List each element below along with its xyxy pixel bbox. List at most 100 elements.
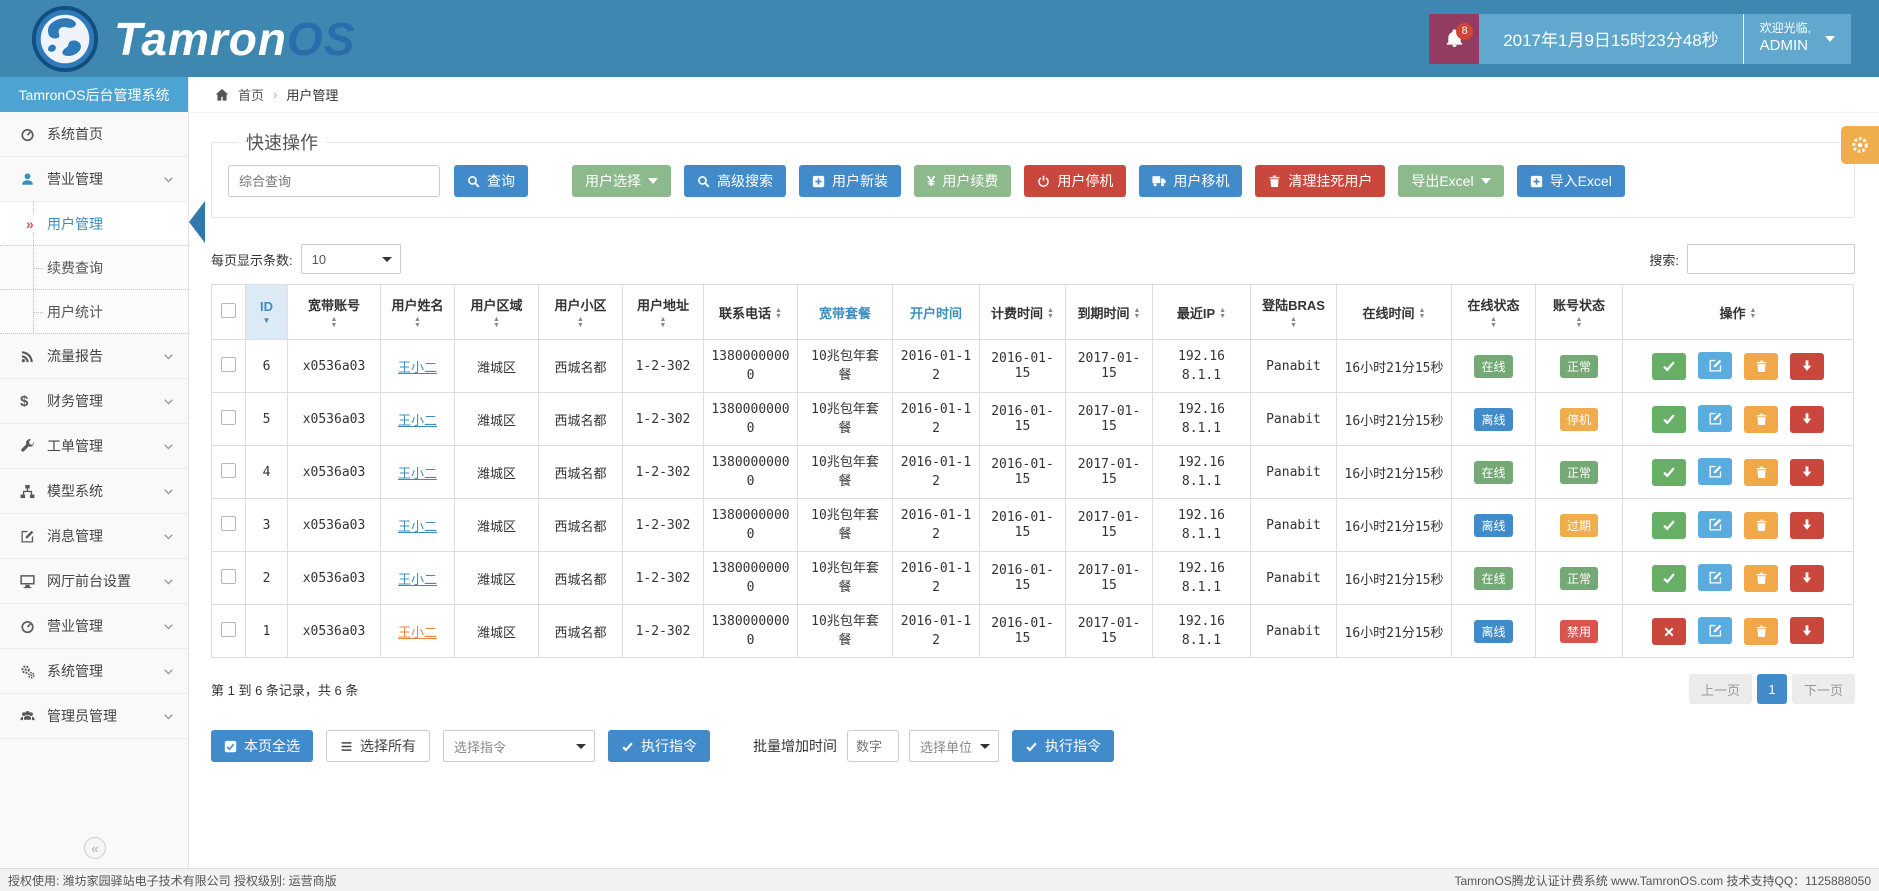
check-action-button[interactable] (1652, 458, 1686, 486)
toolbar-button-7[interactable]: 清理挂死用户 (1255, 165, 1386, 197)
toolbar-button-2[interactable]: 高级搜索 (684, 165, 786, 197)
settings-gear-button[interactable] (1841, 126, 1879, 164)
sidebar-item-6[interactable]: 消息管理 (0, 514, 188, 559)
toolbar-button-4[interactable]: ¥ 用户续费 (914, 165, 1012, 197)
next-page-button[interactable]: 下一页 (1791, 674, 1855, 704)
column-header-5[interactable]: 用户小区 ▲ ▼ (538, 284, 623, 340)
user-name-link[interactable]: 王小二 (397, 360, 437, 376)
combined-search-input[interactable] (228, 165, 440, 197)
page-1-button[interactable]: 1 (1756, 674, 1787, 704)
edit-action-button[interactable] (1698, 352, 1732, 379)
sidebar-item-5[interactable]: 模型系统 (0, 469, 188, 514)
user-name-link[interactable]: 王小二 (397, 625, 437, 641)
column-header-1[interactable]: ID ▼ (245, 284, 288, 340)
column-header-4[interactable]: 用户区域 ▲ ▼ (454, 284, 539, 340)
column-header-13[interactable]: 登陆BRAS ▲ ▼ (1250, 284, 1337, 340)
column-header-11[interactable]: 到期时间 ▲ ▼ (1065, 284, 1153, 340)
table-search-input[interactable] (1687, 244, 1855, 274)
sidebar-subitem-1-2[interactable]: 用户统计 (0, 290, 188, 334)
toolbar-button-9[interactable]: 导入Excel (1516, 165, 1625, 197)
prev-page-button[interactable]: 上一页 (1688, 674, 1752, 704)
column-header-10[interactable]: 计费时间 ▲ ▼ (979, 284, 1066, 340)
toolbar-button-8[interactable]: 导出Excel (1398, 165, 1504, 197)
user-name-link[interactable]: 王小二 (397, 413, 437, 429)
column-header-16[interactable]: 账号状态 ▲ ▼ (1535, 284, 1623, 340)
row-checkbox[interactable] (221, 621, 236, 637)
row-checkbox[interactable] (221, 515, 236, 531)
trash-action-button[interactable] (1744, 353, 1778, 380)
user-menu[interactable]: 欢迎光临, ADMIN (1742, 13, 1851, 64)
page-size-select[interactable]: 10 (300, 244, 401, 274)
sidebar-subitem-1-0[interactable]: » 用户管理 (0, 202, 188, 246)
column-header-9[interactable]: 开户时间 (892, 284, 980, 340)
sidebar-item-4[interactable]: 工单管理 (0, 424, 188, 469)
header-checkbox[interactable] (221, 303, 236, 318)
trash-action-button[interactable] (1744, 565, 1778, 592)
trash-action-button[interactable] (1744, 617, 1778, 645)
sidebar-item-3[interactable]: $ 财务管理 (0, 379, 188, 424)
notifications-button[interactable]: 8 (1429, 13, 1480, 64)
batch-number-input[interactable] (847, 730, 899, 762)
table-row: 4 x0536a03 王小二 潍城区 西城名都 1-2-302 13800000000 10兆… (211, 445, 1854, 499)
row-checkbox[interactable] (221, 568, 236, 584)
row-checkbox[interactable] (221, 462, 236, 478)
sidebar-item-2[interactable]: 流量报告 (0, 334, 188, 379)
sidebar-item-1[interactable]: 营业管理 (0, 157, 188, 202)
edit-action-button[interactable] (1698, 564, 1732, 591)
download-action-button[interactable] (1790, 564, 1824, 592)
download-action-button[interactable] (1790, 511, 1824, 539)
execute-command-button[interactable]: 执行指令 (608, 730, 710, 762)
column-header-2[interactable]: 宽带账号 ▲ ▼ (287, 284, 381, 340)
check-action-button[interactable] (1652, 352, 1686, 380)
column-header-7[interactable]: 联系电话 ▲ ▼ (703, 284, 798, 340)
column-header-15[interactable]: 在线状态 ▲ ▼ (1451, 284, 1536, 340)
unit-select[interactable]: 选择单位 (909, 730, 999, 762)
column-header-8[interactable]: 宽带套餐 (797, 284, 893, 340)
toolbar-button-0[interactable]: 查询 (454, 165, 528, 197)
check-action-button[interactable] (1652, 511, 1686, 539)
edit-action-button[interactable] (1698, 405, 1732, 432)
sidebar-item-10[interactable]: 管理员管理 (0, 694, 188, 739)
select-all-button[interactable]: 选择所有 (326, 730, 430, 762)
column-header-17[interactable]: 操作 ▲ ▼ (1622, 284, 1854, 340)
trash-action-button[interactable] (1744, 459, 1778, 486)
sidebar-item-0[interactable]: 系统首页 (0, 112, 188, 157)
download-action-button[interactable] (1790, 352, 1824, 380)
user-name-link[interactable]: 王小二 (397, 466, 437, 482)
x-action-button[interactable] (1652, 618, 1686, 646)
column-header-12[interactable]: 最近IP ▲ ▼ (1152, 284, 1251, 340)
sidebar-subitem-1-1[interactable]: 续费查询 (0, 246, 188, 290)
column-header-6[interactable]: 用户地址 ▲ ▼ (622, 284, 704, 340)
command-select[interactable]: 选择指令 (443, 730, 595, 762)
row-checkbox[interactable] (221, 356, 236, 372)
toolbar-button-6[interactable]: 用户移机 (1139, 165, 1243, 197)
download-action-button[interactable] (1790, 458, 1824, 486)
column-header-3[interactable]: 用户姓名 ▲ ▼ (380, 284, 455, 340)
edit-action-button[interactable] (1698, 511, 1732, 538)
download-action-button[interactable] (1790, 617, 1824, 645)
column-header-14[interactable]: 在线时间 ▲ ▼ (1336, 284, 1452, 340)
toolbar-button-1[interactable]: 用户选择 (572, 165, 671, 197)
row-checkbox[interactable] (221, 409, 236, 425)
select-all-checkbox-header[interactable] (211, 284, 246, 340)
trash-action-button[interactable] (1744, 406, 1778, 433)
breadcrumb-home[interactable]: 首页 (238, 88, 265, 103)
execute-time-button[interactable]: 执行指令 (1012, 730, 1114, 762)
toolbar-button-3[interactable]: 用户新装 (799, 165, 901, 197)
sidebar-item-8[interactable]: 营业管理 (0, 604, 188, 649)
sidebar-item-7[interactable]: 网厅前台设置 (0, 559, 188, 604)
select-page-button[interactable]: 本页全选 (211, 730, 313, 762)
download-action-button[interactable] (1790, 405, 1824, 433)
check-action-button[interactable] (1652, 405, 1686, 433)
check-action-button[interactable] (1652, 564, 1686, 592)
edit-action-button[interactable] (1698, 616, 1732, 644)
trash-action-button[interactable] (1744, 512, 1778, 539)
sidebar-item-9[interactable]: 系统管理 (0, 649, 188, 694)
user-name-link[interactable]: 王小二 (397, 572, 437, 588)
toolbar-button-5[interactable]: 用户停机 (1024, 165, 1127, 197)
sidebar-collapse-button[interactable]: « (84, 837, 106, 859)
edit-action-button[interactable] (1698, 458, 1732, 485)
trash-icon (1755, 413, 1768, 426)
user-name-link[interactable]: 王小二 (397, 519, 437, 535)
sidebar-item-label: 管理员管理 (47, 708, 117, 724)
